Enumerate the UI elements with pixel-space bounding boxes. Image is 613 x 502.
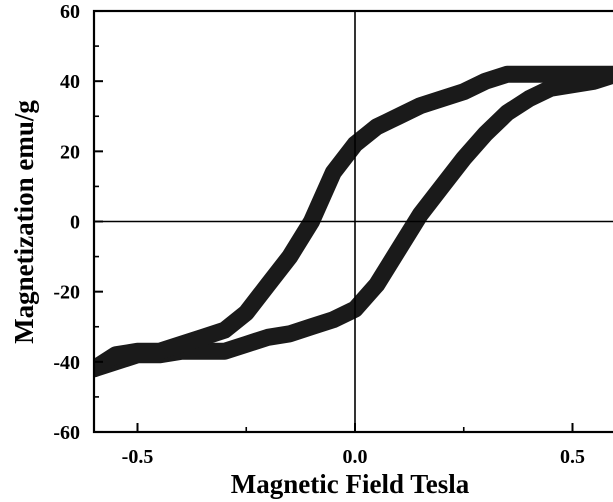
y-tick-label: 60 [60, 1, 80, 23]
x-tick-label: -0.5 [122, 446, 154, 468]
y-axis-label: Magnetization emu/g [9, 100, 39, 344]
ticks-layer [94, 10, 574, 433]
y-tick-label: -40 [53, 352, 80, 374]
tick-labels-layer: -60 -40 -20 0 20 40 60 -0.5 0.0 0.5 [53, 1, 585, 468]
y-tick-label: -60 [53, 422, 80, 444]
x-tick-label: 0.5 [560, 446, 585, 468]
x-tick-label: 0.0 [343, 446, 368, 468]
x-axis-label: Magnetic Field Tesla [231, 469, 470, 499]
zero-lines-layer [94, 11, 613, 432]
y-tick-label: 20 [60, 141, 80, 163]
y-tick-label: 40 [60, 71, 80, 93]
y-tick-label: 0 [70, 212, 80, 234]
y-tick-label: -20 [53, 282, 80, 304]
